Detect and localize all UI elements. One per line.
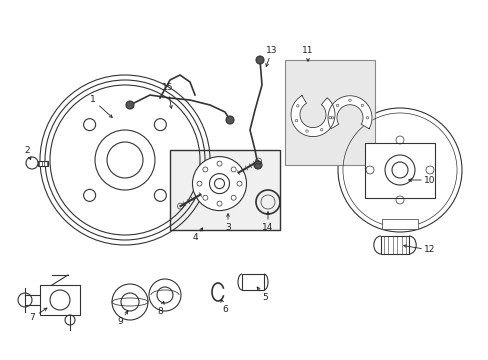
Circle shape [112,284,148,320]
Text: 1: 1 [90,95,96,104]
Circle shape [225,116,234,124]
Circle shape [149,279,181,311]
Text: 7: 7 [29,314,35,323]
Polygon shape [327,96,371,129]
Bar [381,219,417,229]
Circle shape [337,108,461,232]
Bar [40,285,80,315]
Circle shape [192,157,246,211]
Circle shape [126,101,134,109]
Bar [38,161,48,166]
Bar [285,60,374,165]
Text: 10: 10 [424,176,435,185]
Text: 12: 12 [424,246,435,255]
Text: 4: 4 [192,234,198,243]
FancyBboxPatch shape [170,150,280,230]
Polygon shape [290,95,334,136]
Circle shape [253,161,262,169]
Text: 9: 9 [117,318,122,327]
Text: 8: 8 [157,307,163,316]
Text: 14: 14 [262,224,273,233]
Bar [364,143,434,198]
Text: 3: 3 [224,224,230,233]
Text: 6: 6 [222,306,227,315]
Bar [242,274,264,290]
Text: 13: 13 [265,45,277,54]
Text: 5: 5 [262,293,267,302]
Text: 15: 15 [162,84,173,93]
Text: 2: 2 [24,145,30,154]
Circle shape [256,56,264,64]
Bar [380,236,408,254]
Text: 11: 11 [302,45,313,54]
